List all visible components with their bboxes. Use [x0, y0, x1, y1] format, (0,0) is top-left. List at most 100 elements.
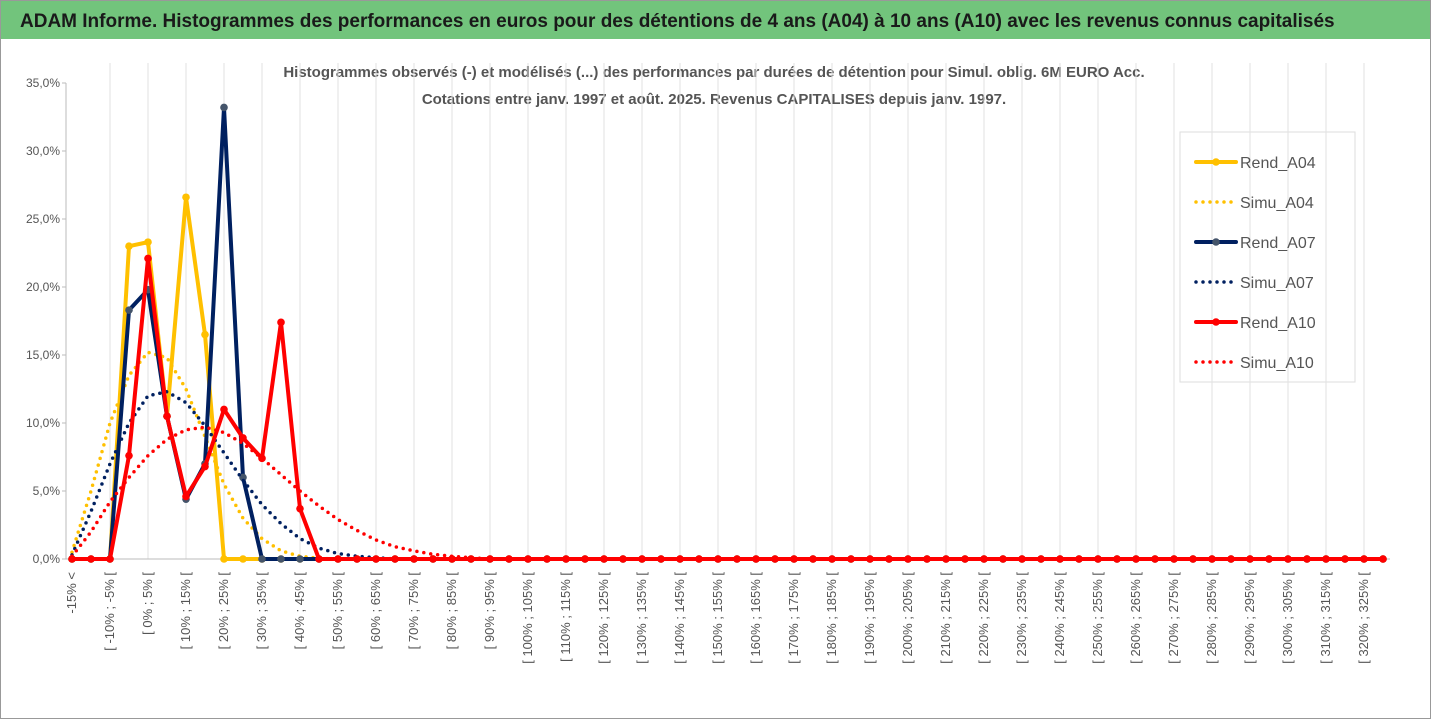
data-point: [258, 555, 266, 563]
x-tick-label: [ 280% ; 285% [: [1204, 572, 1219, 664]
data-point: [372, 555, 380, 563]
data-point: [1227, 555, 1235, 563]
x-tick-label: [ 40% ; 45% [: [292, 572, 307, 650]
data-point: [809, 555, 817, 563]
x-tick-label: [ 180% ; 185% [: [824, 572, 839, 664]
x-tick-label: [ 310% ; 315% [: [1318, 572, 1333, 664]
data-point: [942, 555, 950, 563]
x-tick-label: [ 60% ; 65% [: [368, 572, 383, 650]
x-tick-label: [ 70% ; 75% [: [406, 572, 421, 650]
y-tick-label: 15,0%: [26, 348, 60, 362]
data-point: [752, 555, 760, 563]
data-point: [182, 193, 190, 202]
data-point: [220, 405, 228, 414]
legend-marker: [1212, 318, 1220, 326]
data-point: [543, 555, 551, 563]
data-point: [676, 555, 684, 563]
x-tick-label: [ 250% ; 255% [: [1090, 572, 1105, 664]
data-point: [296, 555, 304, 563]
x-tick-label: [ 110% ; 115% [: [558, 572, 573, 662]
legend-label: Rend_A10: [1240, 315, 1316, 332]
x-tick-label: [ 140% ; 145% [: [672, 572, 687, 664]
y-tick-label: 30,0%: [26, 144, 60, 158]
data-point: [562, 555, 570, 563]
data-point: [1208, 555, 1216, 563]
series-line: [70, 425, 1385, 561]
data-point: [334, 555, 342, 563]
x-tick-label: [ 260% ; 265% [: [1128, 572, 1143, 664]
data-point: [429, 555, 437, 563]
data-point: [220, 555, 228, 563]
x-tick-label: [ 300% ; 305% [: [1280, 572, 1295, 664]
x-tick-label: [ 200% ; 205% [: [900, 572, 915, 664]
data-point: [486, 555, 494, 563]
data-point: [885, 555, 893, 563]
data-point: [353, 555, 361, 563]
x-tick-label: [ 170% ; 175% [: [786, 572, 801, 664]
legend-label: Rend_A07: [1240, 235, 1316, 252]
data-point: [1151, 555, 1159, 563]
data-point: [125, 306, 133, 314]
data-point: [125, 242, 133, 250]
x-tick-label: [ 10% ; 15% [: [178, 572, 193, 650]
y-tick-label: 35,0%: [26, 76, 60, 90]
x-tick-label: [ 20% ; 25% [: [216, 572, 231, 650]
data-point: [619, 555, 627, 563]
data-point: [106, 555, 114, 563]
legend-label: Rend_A04: [1240, 155, 1316, 172]
legend-marker: [1212, 158, 1220, 166]
x-tick-label: [ 80% ; 85% [: [444, 572, 459, 650]
data-point: [239, 473, 247, 482]
x-tick-label: [ 230% ; 235% [: [1014, 572, 1029, 664]
x-tick-label: [ -10% ; -5% [: [102, 572, 117, 651]
x-tick-label: [ 240% ; 245% [: [1052, 572, 1067, 664]
x-tick-label: [ 100% ; 105% [: [520, 572, 535, 664]
x-tick-label: [ 270% ; 275% [: [1166, 572, 1181, 664]
data-point: [296, 504, 304, 513]
x-tick-label: [ 210% ; 215% [: [938, 572, 953, 664]
data-point: [695, 555, 703, 563]
data-point: [125, 451, 133, 460]
x-tick-label: [ 220% ; 225% [: [976, 572, 991, 664]
y-tick-label: 10,0%: [26, 416, 60, 430]
data-point: [201, 462, 209, 471]
data-point: [1018, 555, 1026, 563]
y-tick-label: 25,0%: [26, 212, 60, 226]
chart-subtitle: Histogrammes observés (-) et modélisés (…: [283, 64, 1144, 81]
data-point: [315, 555, 323, 563]
chart-title: ADAM Informe. Histogrammes des performan…: [20, 11, 1335, 32]
x-tick-label: [ 290% ; 295% [: [1242, 572, 1257, 664]
data-point: [1075, 555, 1083, 563]
data-point: [87, 555, 95, 563]
title-banner: [1, 1, 1430, 39]
x-tick-label: [ 30% ; 35% [: [254, 572, 269, 650]
x-tick-label: [ 120% ; 125% [: [596, 572, 611, 664]
legend-marker: [1212, 238, 1220, 246]
data-point: [201, 330, 209, 339]
data-point: [220, 103, 228, 112]
y-tick-label: 0,0%: [33, 552, 61, 566]
data-point: [163, 412, 171, 421]
data-point: [410, 555, 418, 563]
data-point: [961, 555, 969, 563]
y-tick-label: 5,0%: [33, 484, 61, 498]
legend-label: Simu_A10: [1240, 355, 1314, 372]
data-point: [144, 254, 152, 263]
data-point: [239, 555, 247, 563]
x-tick-label: [ 190% ; 195% [: [862, 572, 877, 664]
x-tick-label: [ 160% ; 165% [: [748, 572, 763, 664]
x-tick-label: -15% <: [64, 572, 79, 614]
data-point: [277, 318, 285, 327]
x-tick-label: [ 90% ; 95% [: [482, 572, 497, 650]
data-point: [1094, 555, 1102, 563]
data-point: [1284, 555, 1292, 563]
x-tick-label: [ 50% ; 55% [: [330, 572, 345, 650]
data-point: [1341, 555, 1349, 563]
data-point: [239, 434, 247, 442]
data-point: [828, 555, 836, 563]
x-tick-label: [ 320% ; 325% [: [1356, 572, 1371, 664]
legend-label: Simu_A04: [1240, 195, 1314, 212]
legend-box: [1179, 131, 1356, 383]
